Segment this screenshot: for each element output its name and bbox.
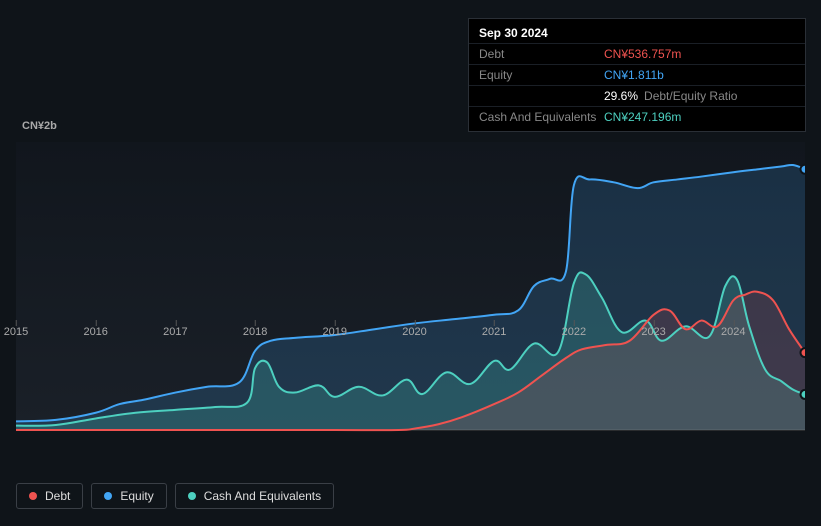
tooltip-row: 29.6% Debt/Equity Ratio	[469, 86, 805, 107]
x-tick: 2016	[83, 326, 107, 338]
tooltip-label: Debt	[479, 47, 604, 61]
legend-label: Debt	[45, 489, 70, 503]
chart-tooltip: Sep 30 2024 DebtCN¥536.757mEquityCN¥1.81…	[468, 18, 806, 132]
legend-label: Cash And Equivalents	[204, 489, 321, 503]
x-tick: 2023	[641, 326, 665, 338]
x-tick: 2018	[243, 326, 267, 338]
tooltip-value: 29.6%	[604, 89, 638, 103]
tooltip-date-text: Sep 30 2024	[479, 26, 548, 40]
chart-svg	[16, 120, 805, 445]
legend-item-cash-and-equivalents[interactable]: Cash And Equivalents	[175, 483, 334, 509]
legend-dot-icon	[188, 492, 196, 500]
legend-label: Equity	[120, 489, 153, 503]
tooltip-value: CN¥1.811b	[604, 68, 664, 82]
x-tick: 2019	[323, 326, 347, 338]
x-tick: 2021	[482, 326, 506, 338]
legend-dot-icon	[104, 492, 112, 500]
legend-dot-icon	[29, 492, 37, 500]
legend: Debt Equity Cash And Equivalents	[16, 483, 334, 509]
x-tick: 2020	[402, 326, 426, 338]
x-tick: 2024	[721, 326, 745, 338]
chart-area[interactable]: CN¥2b CN¥0	[16, 120, 805, 445]
tooltip-label: Equity	[479, 68, 604, 82]
legend-item-equity[interactable]: Equity	[91, 483, 166, 509]
tooltip-row: EquityCN¥1.811b	[469, 65, 805, 86]
x-tick: 2015	[4, 326, 28, 338]
legend-item-debt[interactable]: Debt	[16, 483, 83, 509]
tooltip-label	[479, 89, 604, 103]
tooltip-value: CN¥536.757m	[604, 47, 681, 61]
tooltip-sublabel: Debt/Equity Ratio	[644, 89, 737, 103]
x-tick: 2022	[562, 326, 586, 338]
tooltip-date: Sep 30 2024	[469, 23, 805, 44]
tooltip-row: DebtCN¥536.757m	[469, 44, 805, 65]
x-tick: 2017	[163, 326, 187, 338]
